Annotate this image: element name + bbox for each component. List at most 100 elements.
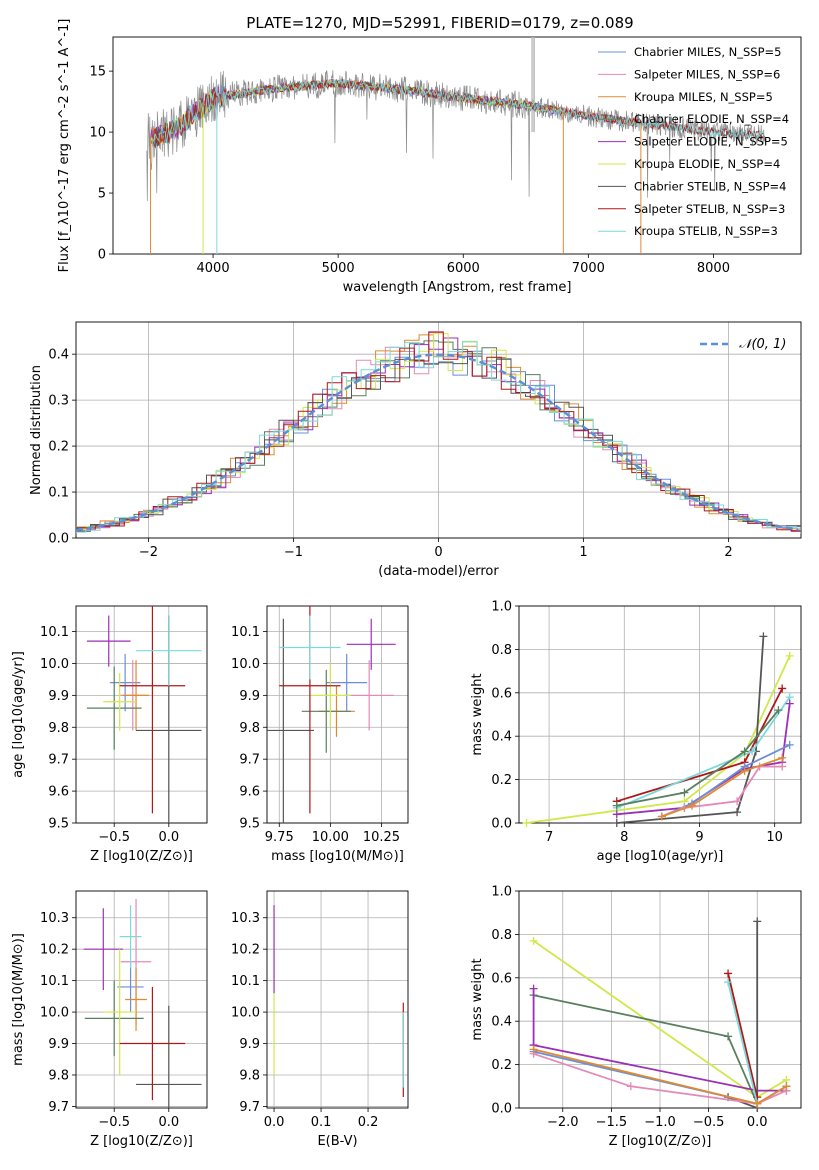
y-tick-label: 9.9 xyxy=(239,689,260,704)
errorbar-point xyxy=(309,663,351,728)
weight-marker xyxy=(724,978,733,987)
y-tick-label: 0.2 xyxy=(491,1058,512,1073)
legend-label: Salpeter ELODIE, N_SSP=5 xyxy=(634,135,788,149)
y-tick-label: 10 xyxy=(89,126,106,141)
weight-marker xyxy=(785,651,794,660)
y-axis-label: mass weight xyxy=(470,958,485,1040)
y-tick-label: 9.5 xyxy=(239,817,260,832)
axes-frame xyxy=(75,890,208,1109)
y-tick-label: 9.9 xyxy=(48,689,69,704)
y-tick-label: 10.2 xyxy=(40,943,69,958)
y-tick-label: 0.4 xyxy=(491,730,512,745)
x-tick-label: 10 xyxy=(766,830,783,845)
x-tick-label: 0.0 xyxy=(264,1115,285,1130)
y-axis-label: mass [log10(M/M⊙)] xyxy=(11,933,26,1066)
x-tick-label: 8 xyxy=(620,830,628,845)
spectrum-legend: Chabrier MILES, N_SSP=5 Salpeter MILES, N… xyxy=(598,45,789,238)
x-tick-label: 9.75 xyxy=(265,830,294,845)
weight-marker xyxy=(529,984,538,993)
y-tick-label: 9.6 xyxy=(239,785,260,800)
errorbar-layer xyxy=(273,905,404,1097)
errorbar-point xyxy=(267,618,314,823)
weight-marker xyxy=(529,1045,538,1054)
weight-line xyxy=(616,636,765,824)
y-tick-label: 10.2 xyxy=(231,943,260,958)
y-axis-label: age [log10(age/yr)] xyxy=(11,651,26,778)
y-tick-label: 9.9 xyxy=(239,1037,260,1052)
x-tick-label: 0 xyxy=(434,545,442,560)
legend-label: Kroupa MILES, N_SSP=5 xyxy=(634,90,773,104)
x-axis-label: E(B-V) xyxy=(317,1134,357,1149)
y-axis-label: Flux [f_λ10^-17 erg cm^-2 s^-1 A^-1] xyxy=(57,19,72,273)
x-tick-label: 4000 xyxy=(197,261,230,276)
y-tick-label: 9.8 xyxy=(48,721,69,736)
weight-marker xyxy=(724,1032,733,1041)
weight-marker xyxy=(733,797,742,806)
y-tick-label: 0.8 xyxy=(491,928,512,943)
y-tick-label: 9.7 xyxy=(48,1100,69,1115)
model-spectrum-line xyxy=(152,78,764,144)
legend-label: Salpeter STELIB, N_SSP=3 xyxy=(634,202,785,216)
weight-line xyxy=(532,988,787,1092)
x-tick-label: −2.0 xyxy=(547,1115,579,1130)
y-tick-label: 10.0 xyxy=(231,1006,260,1021)
y-tick-label: 10.3 xyxy=(231,911,260,926)
x-tick-label: 9 xyxy=(695,830,703,845)
y-tick-label: 9.8 xyxy=(239,1068,260,1083)
weight-line xyxy=(526,655,791,824)
axes-frame xyxy=(518,890,802,1109)
residual-histogram-panel: −2 −1 0 1 2 0.0 0.1 0.2 0.3 0.4 (data-model)/error… xyxy=(29,321,802,579)
y-tick-label: 0.1 xyxy=(48,486,69,501)
x-tick-label: −1.5 xyxy=(596,1115,628,1130)
legend-label: 𝒩(0, 1) xyxy=(739,337,786,352)
x-tick-label: 7 xyxy=(545,830,553,845)
x-tick-label: 0.0 xyxy=(747,1115,768,1130)
weight-lines-layer xyxy=(529,917,791,1112)
age-vs-mass-panel: 9.75 10.00 10.25 9.5 9.6 9.7 9.8 9.9 10.0 10.1 mas… xyxy=(231,605,409,864)
y-axis-label: Normed distribution xyxy=(29,365,44,495)
weight-marker xyxy=(612,810,621,819)
x-tick-label: 10.25 xyxy=(363,830,400,845)
weight-line xyxy=(661,757,783,818)
weight-marker xyxy=(657,812,666,821)
x-tick-label: 0.2 xyxy=(358,1115,379,1130)
weight-marker xyxy=(778,753,787,762)
y-tick-label: 0.0 xyxy=(48,532,69,547)
y-tick-label: 1.0 xyxy=(491,885,512,900)
weight-line xyxy=(727,973,759,1098)
figure-title: PLATE=1270, MJD=52991, FIBERID=0179, z=0… xyxy=(246,14,633,32)
y-tick-label: 1.0 xyxy=(491,600,512,615)
axes-frame xyxy=(518,605,802,824)
x-axis-label: Z [log10(Z/Z⊙)] xyxy=(90,849,193,864)
legend-label: Chabrier MILES, N_SSP=5 xyxy=(634,45,781,59)
x-tick-label: 0.0 xyxy=(158,1115,179,1130)
y-tick-label: 0.3 xyxy=(48,394,69,409)
x-axis-label: age [log10(age/yr)] xyxy=(597,849,724,864)
weight-marker xyxy=(759,632,768,641)
errorbar-layer xyxy=(267,606,396,823)
y-tick-label: 9.7 xyxy=(48,753,69,768)
y-tick-label: 9.8 xyxy=(239,721,260,736)
weight-marker xyxy=(785,699,794,708)
weight-marker xyxy=(612,801,621,810)
y-tick-label: 0.4 xyxy=(48,348,69,363)
x-tick-label: 6000 xyxy=(447,261,480,276)
x-tick-label: 0.0 xyxy=(158,830,179,845)
weight-marker xyxy=(529,936,538,945)
errorbar-point xyxy=(103,949,137,1075)
errorbar-point xyxy=(344,660,394,731)
x-axis-label: Z [log10(Z/Z⊙)] xyxy=(609,1134,712,1149)
legend-label: Kroupa ELODIE, N_SSP=4 xyxy=(634,157,780,171)
errorbar-point xyxy=(279,615,341,680)
y-tick-label: 9.7 xyxy=(239,753,260,768)
x-tick-label: −1.0 xyxy=(644,1115,676,1130)
axes-frame xyxy=(112,36,802,255)
weight-marker xyxy=(748,747,757,756)
errorbar-point xyxy=(119,606,186,814)
y-tick-label: 10.1 xyxy=(40,974,69,989)
x-tick-label: −1 xyxy=(284,545,303,560)
masked-region xyxy=(533,37,535,133)
y-tick-label: 0.8 xyxy=(491,643,512,658)
weight-vs-metallicity-panel: −2.0 −1.5 −1.0 −0.5 0.0 0.0 0.2 0.4 0.6 0.8 1.0 Z [… xyxy=(470,885,802,1149)
y-tick-label: 0 xyxy=(98,248,106,263)
